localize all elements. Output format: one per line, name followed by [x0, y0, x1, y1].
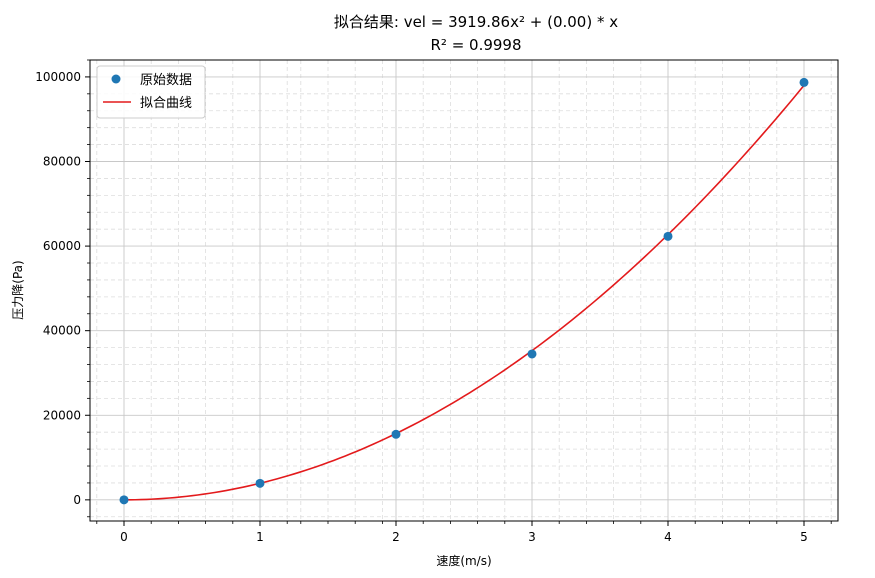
ticks: 0 1 2 3 4 5 0 20000 40000 60000 80000 100000	[35, 59, 832, 544]
x-axis-label: 速度(m/s)	[436, 553, 491, 568]
x-tick-label: 5	[800, 530, 808, 544]
scatter-point	[799, 77, 809, 87]
x-tick-label: 2	[392, 530, 400, 544]
grid	[90, 59, 838, 521]
y-tick-label: 100000	[35, 70, 81, 84]
chart-subtitle: R² = 0.9998	[430, 36, 521, 54]
legend-box	[96, 65, 206, 119]
scatter-point	[391, 429, 401, 439]
plot-frame	[89, 59, 839, 522]
y-axis-label: 压力降(Pa)	[11, 260, 25, 319]
scatter-point	[663, 231, 673, 241]
y-tick-label: 40000	[43, 324, 81, 338]
y-tick-label: 0	[73, 493, 81, 507]
scatter-point	[119, 495, 129, 505]
legend-label-scatter: 原始数据	[140, 73, 192, 88]
legend: 原始数据 拟合曲线	[96, 65, 206, 119]
y-tick-label: 80000	[43, 155, 81, 169]
series-fit-line	[123, 84, 805, 501]
legend-label-line: 拟合曲线	[140, 96, 192, 111]
x-tick-label: 0	[120, 530, 128, 544]
chart-title: 拟合结果: vel = 3919.86x² + (0.00) * x	[334, 13, 618, 31]
y-tick-label: 20000	[43, 408, 81, 422]
x-tick-label: 1	[256, 530, 264, 544]
legend-marker-scatter	[111, 74, 121, 84]
x-tick-label: 4	[664, 530, 672, 544]
scatter-point	[255, 478, 265, 488]
x-tick-label: 3	[528, 530, 536, 544]
y-tick-label: 60000	[43, 239, 81, 253]
scatter-point	[527, 349, 537, 359]
marks	[119, 77, 809, 505]
